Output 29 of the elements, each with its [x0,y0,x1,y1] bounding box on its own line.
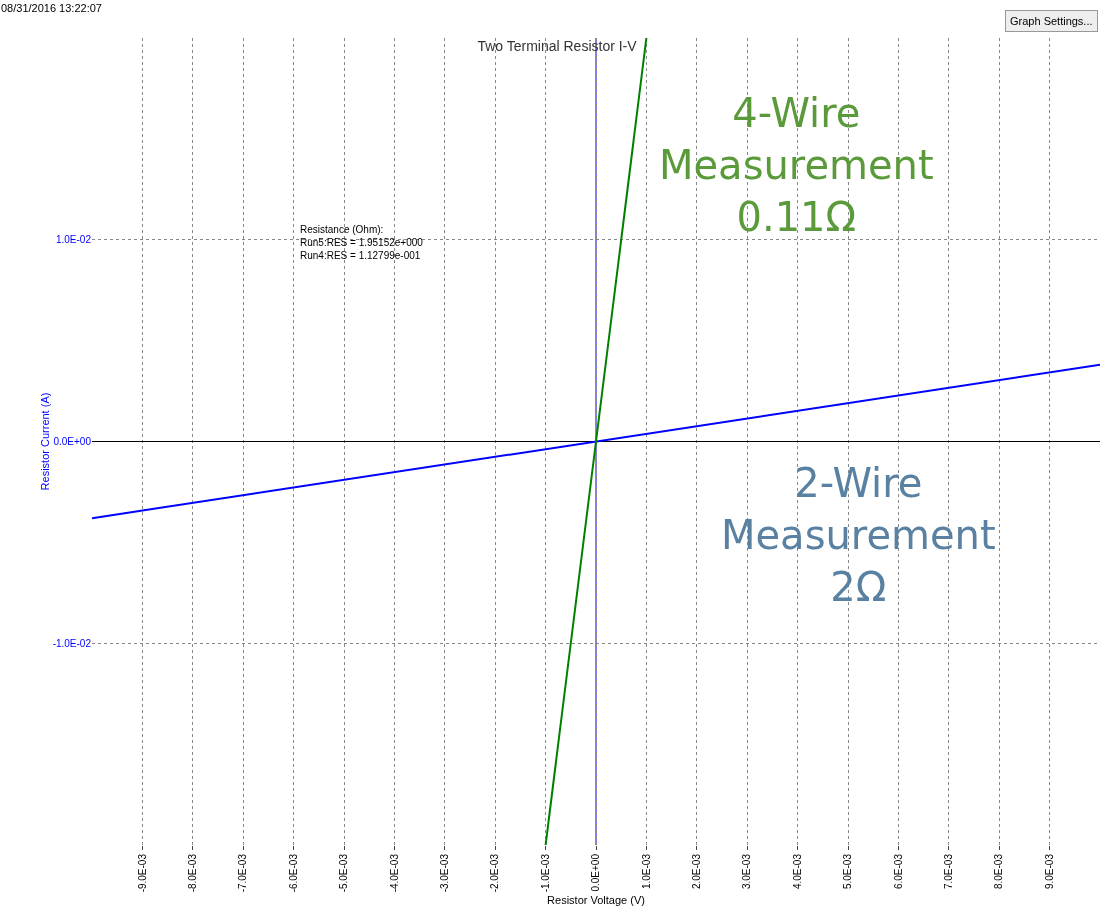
y-tick-label: 0.0E+00 [53,436,92,447]
y-tick-label: 1.0E-02 [55,234,92,246]
y-tick-label: -1.0E-02 [52,637,92,649]
x-tick-label: -4.0E-03 [388,853,400,893]
x-tick-label: -7.0E-03 [237,853,249,893]
x-tick-label: -8.0E-03 [187,853,199,893]
text: Graph Settings... [1010,15,1093,27]
annotation: 4-Wire Measurement 0.11Ω [659,90,934,240]
x-tick-label: -2.0E-03 [489,853,501,893]
x-tick-label: 9.0E-03 [1043,853,1055,890]
x-tick-label: 0.0E+00 [590,853,602,892]
y-axis-title: Resistor Current (A) [39,392,52,491]
annotation: Resistance (Ohm): Run5:RES = 1.95152e+000 Run4:RES = 1.12799e-001 [300,224,424,261]
x-tick-label: 7.0E-03 [943,853,955,890]
text: 08/31/2016 13:22:07 [1,2,102,14]
x-tick-label: -9.0E-03 [136,853,148,893]
x-tick-label: -5.0E-03 [338,853,350,893]
x-tick-label: 4.0E-03 [791,853,803,890]
x-tick-label: 2.0E-03 [691,853,703,890]
x-tick-label: 6.0E-03 [892,853,904,890]
x-tick-label: -6.0E-03 [287,853,299,893]
x-axis-title: Resistor Voltage (V) [547,894,645,907]
annotation: 2-Wire Measurement 2Ω [721,460,996,610]
x-tick-label: 3.0E-03 [741,853,753,890]
x-tick-label: 5.0E-03 [842,853,854,890]
x-tick-label: 1.0E-03 [640,853,652,890]
x-tick-label: -1.0E-03 [539,853,551,893]
x-tick-label: -3.0E-03 [439,853,451,893]
x-tick-label: 8.0E-03 [993,853,1005,890]
